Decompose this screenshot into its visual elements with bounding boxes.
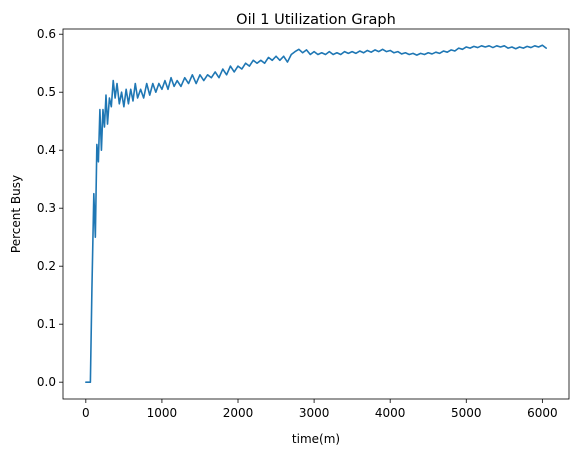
y-tick-label: 0.1 (37, 317, 56, 331)
plot-frame (62, 28, 570, 400)
y-tick-label: 0.4 (37, 143, 56, 157)
x-tick-label: 0 (82, 406, 90, 420)
y-axis-ticks: 0.0 0.1 0.2 0.3 0.4 0.5 0.6 (37, 27, 63, 389)
x-tick-label: 1000 (147, 406, 178, 420)
x-axis-label: time(m) (292, 432, 340, 446)
y-tick-label: 0.2 (37, 259, 56, 273)
x-tick-label: 3000 (299, 406, 330, 420)
plot-area (62, 28, 570, 400)
y-tick-label: 0.3 (37, 201, 56, 215)
y-tick-label: 0.5 (37, 85, 56, 99)
x-tick-label: 2000 (223, 406, 254, 420)
x-axis-ticks: 0 1000 2000 3000 4000 5000 6000 (82, 399, 558, 420)
x-tick-label: 5000 (451, 406, 482, 420)
chart-title: Oil 1 Utilization Graph (236, 12, 396, 28)
x-tick-label: 4000 (375, 406, 406, 420)
y-tick-label: 0.0 (37, 375, 56, 389)
series-line (85, 44, 547, 383)
y-tick-label: 0.6 (37, 27, 56, 41)
y-axis-label: Percent Busy (9, 175, 23, 253)
x-tick-label: 6000 (527, 406, 558, 420)
